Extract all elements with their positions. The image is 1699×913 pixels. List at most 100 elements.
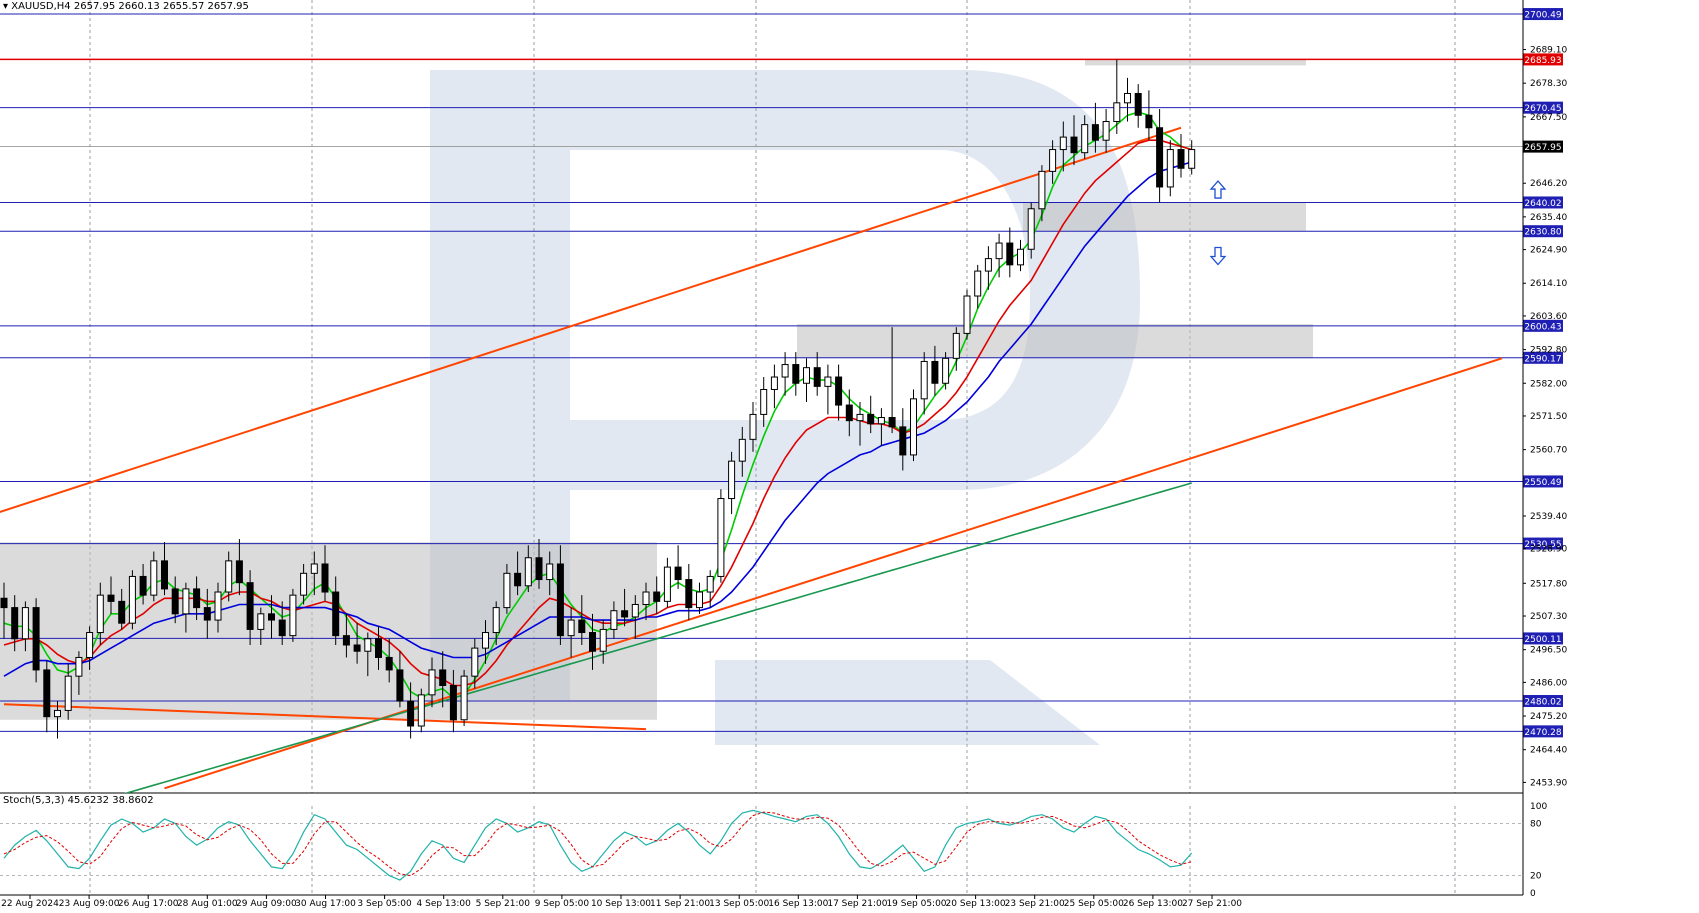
candle [749,401,757,452]
time-tick-label: 26 Aug 17:00 [118,899,179,909]
time-tick-label: 11 Sep 21:00 [650,899,710,909]
price-tick-label: 2496.50 [1530,646,1567,656]
candle [1113,59,1121,134]
candle [952,327,960,371]
level-label: 2480.02 [1524,698,1561,708]
candle-body-bull [856,413,864,422]
candle-body-bull [150,560,158,596]
level-label: 2670.45 [1524,104,1561,114]
dropdown-triangle-icon[interactable]: ▾ [3,1,9,12]
candle [728,451,736,515]
candle-body-bull [128,575,136,624]
candle-body-bull [546,563,554,581]
candle-body-bull [952,332,960,359]
candle-body-bear [899,426,907,456]
candle-body-bear [535,557,543,581]
axes: 2689.10 2678.30 2667.50 2646.20 2635.40 2624.… [1,0,1567,909]
price-tick-label: 2678.30 [1530,79,1567,89]
candle-body-bull [471,647,479,677]
candle-body-bear [107,594,115,602]
candle [1027,202,1035,259]
stochastic-main-value: 45.6232 [67,795,110,806]
candle-body-bear [439,669,447,687]
candle [920,352,928,415]
candle [182,582,190,633]
candle [235,539,243,596]
candle [86,626,94,670]
candle [32,598,40,683]
candle-body-bull [182,588,190,615]
candle [118,588,126,630]
candle-body-bear [685,579,693,609]
candle-body-bull [428,669,436,696]
candle [877,408,885,446]
stoch-tick-label: 80 [1530,819,1542,829]
candle [589,613,596,670]
level-label-bg [1523,319,1563,332]
time-tick-label: 23 Sep 21:00 [1005,899,1065,909]
stochastic-signal-line [3,811,1192,877]
candle [1188,140,1196,175]
price-tick-label: 2539.40 [1530,512,1567,522]
candle-body-bull [696,591,703,609]
candle [599,620,607,664]
candle-body-bull [300,572,308,596]
candle [471,638,479,689]
candle-body-bear [353,644,361,652]
low-value: 2655.57 [162,1,205,12]
candle-body-bull [96,594,104,634]
candle-body-bear [1006,242,1014,266]
candle-body-bull [21,607,29,640]
candle-body-bear [203,607,211,621]
time-tick-label: 28 Aug 01:00 [177,899,238,909]
candle-body-bear [621,610,629,618]
candle [1177,133,1185,178]
candle-body-bear [385,656,393,671]
candle-body-bear [139,575,147,596]
candle [407,682,415,739]
candle-body-bear [235,560,243,584]
candle-body-bear [845,404,853,422]
candle [546,551,554,596]
price-tick-label: 2667.50 [1530,113,1567,123]
candle-body-bear [193,588,201,609]
candle-body-bull [257,613,265,630]
candle [631,595,639,639]
symbol-header: ▾ XAUUSD,H4 2657.95 2660.13 2655.57 2657… [3,1,249,12]
stoch-tick-label: 0 [1530,889,1536,899]
candle-body-bear [1134,92,1142,116]
candle-body-bull [877,417,885,425]
candle [685,563,693,621]
candle [888,327,896,434]
level-label-bg [1523,537,1563,550]
candle [760,377,768,427]
candle-body-bull [364,638,372,652]
candle [54,701,61,739]
level-label-bg [1523,695,1563,708]
candle [738,426,746,477]
candle [1156,109,1164,203]
signal-arrows [1209,180,1227,266]
candle-body-bear [321,563,329,593]
candle [535,539,543,589]
candle-body-bear [268,613,275,621]
candle [21,601,29,652]
time-tick-label: 22 Aug 2024 [1,899,59,909]
time-tick-label: 25 Sep 05:00 [1064,899,1124,909]
candle-body-bull [1166,149,1174,188]
candle [1102,109,1110,153]
candle [289,588,297,642]
candle [963,289,971,340]
stochastic-signal-value: 38.8602 [112,795,154,806]
candle [674,545,682,589]
time-tick-label: 9 Sep 05:00 [535,899,590,909]
candle-body-bull [995,242,1003,260]
candle [64,663,72,720]
candle [1091,102,1099,153]
level-label-bg [1523,8,1563,21]
candle [974,264,982,309]
symbol-name: XAUUSD,H4 [11,1,71,12]
candle [0,582,8,639]
